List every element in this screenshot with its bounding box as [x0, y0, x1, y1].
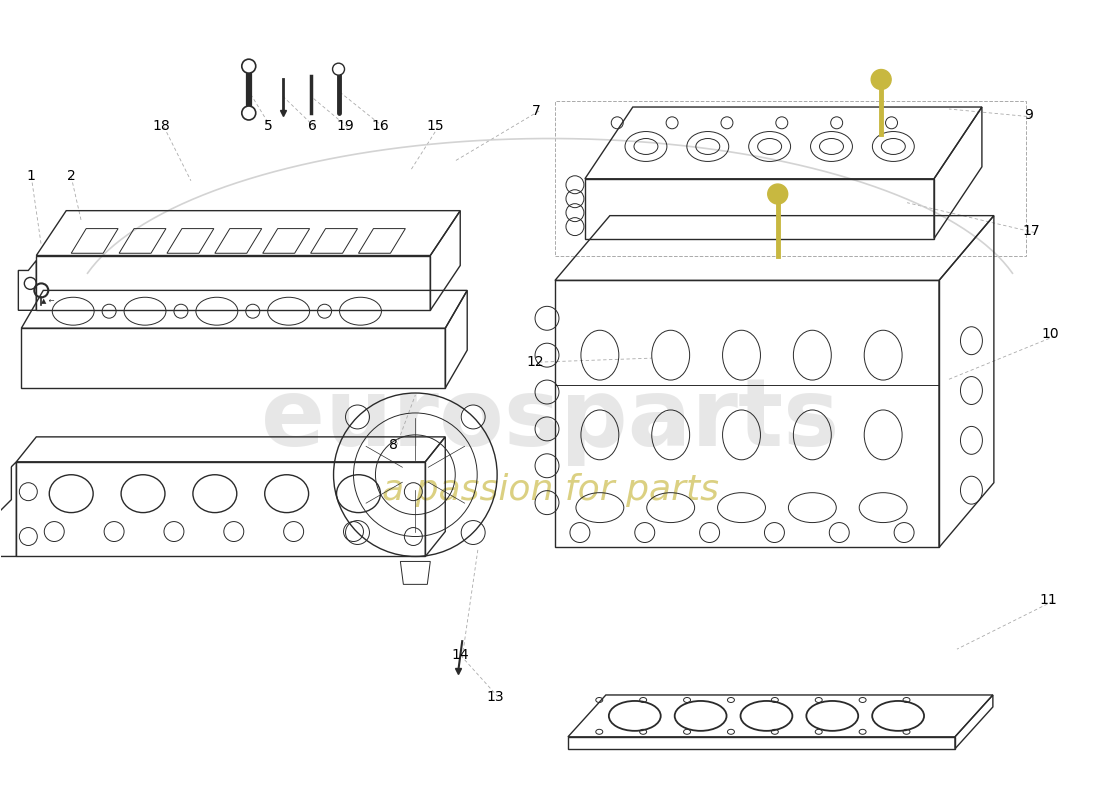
Text: 12: 12	[526, 355, 543, 369]
Circle shape	[871, 70, 891, 90]
Text: 18: 18	[152, 119, 169, 133]
Circle shape	[242, 106, 255, 120]
Text: 15: 15	[427, 119, 444, 133]
Text: 6: 6	[308, 119, 317, 133]
Text: 11: 11	[1040, 594, 1057, 607]
Text: 8: 8	[389, 438, 398, 452]
Text: 9: 9	[1024, 108, 1033, 122]
Text: 14: 14	[451, 648, 469, 662]
Text: 13: 13	[486, 690, 504, 704]
Bar	[556, 101, 1026, 255]
Text: eurosparts: eurosparts	[261, 374, 839, 466]
Text: 2: 2	[67, 169, 76, 182]
Text: 1: 1	[26, 169, 36, 182]
Circle shape	[242, 59, 255, 73]
Circle shape	[332, 63, 344, 75]
Circle shape	[768, 184, 788, 204]
Text: a passion for parts: a passion for parts	[382, 473, 718, 506]
Text: 19: 19	[337, 119, 354, 133]
Text: ▲ ←: ▲ ←	[42, 298, 55, 304]
Text: 5: 5	[264, 119, 273, 133]
Text: 16: 16	[372, 119, 389, 133]
Text: 10: 10	[1042, 327, 1059, 342]
Text: 7: 7	[531, 104, 540, 118]
Text: 17: 17	[1022, 223, 1040, 238]
